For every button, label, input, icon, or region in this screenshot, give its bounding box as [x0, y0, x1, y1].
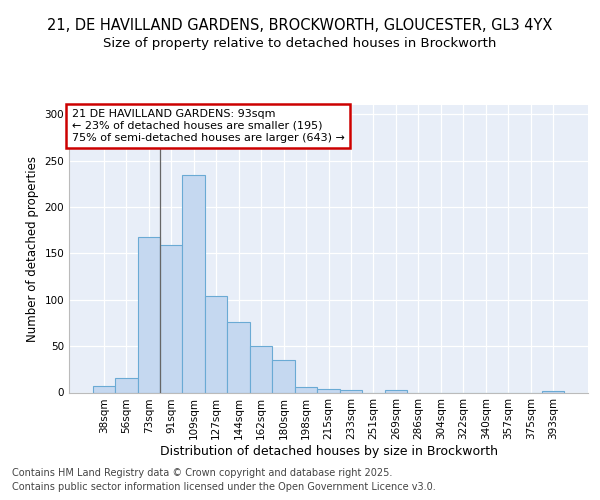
- Y-axis label: Number of detached properties: Number of detached properties: [26, 156, 39, 342]
- Bar: [385, 390, 407, 392]
- Bar: [250, 346, 272, 393]
- Text: Contains HM Land Registry data © Crown copyright and database right 2025.: Contains HM Land Registry data © Crown c…: [12, 468, 392, 477]
- Bar: [340, 390, 362, 392]
- Bar: [227, 322, 250, 392]
- Bar: [137, 236, 160, 392]
- X-axis label: Distribution of detached houses by size in Brockworth: Distribution of detached houses by size …: [160, 445, 497, 458]
- Text: Size of property relative to detached houses in Brockworth: Size of property relative to detached ho…: [103, 38, 497, 51]
- Bar: [182, 174, 205, 392]
- Bar: [205, 296, 227, 392]
- Bar: [272, 360, 295, 392]
- Text: 21 DE HAVILLAND GARDENS: 93sqm
← 23% of detached houses are smaller (195)
75% of: 21 DE HAVILLAND GARDENS: 93sqm ← 23% of …: [71, 110, 344, 142]
- Bar: [160, 245, 182, 392]
- Text: Contains public sector information licensed under the Open Government Licence v3: Contains public sector information licen…: [12, 482, 436, 492]
- Bar: [295, 387, 317, 392]
- Bar: [542, 390, 565, 392]
- Bar: [317, 389, 340, 392]
- Text: 21, DE HAVILLAND GARDENS, BROCKWORTH, GLOUCESTER, GL3 4YX: 21, DE HAVILLAND GARDENS, BROCKWORTH, GL…: [47, 18, 553, 32]
- Bar: [92, 386, 115, 392]
- Bar: [115, 378, 137, 392]
